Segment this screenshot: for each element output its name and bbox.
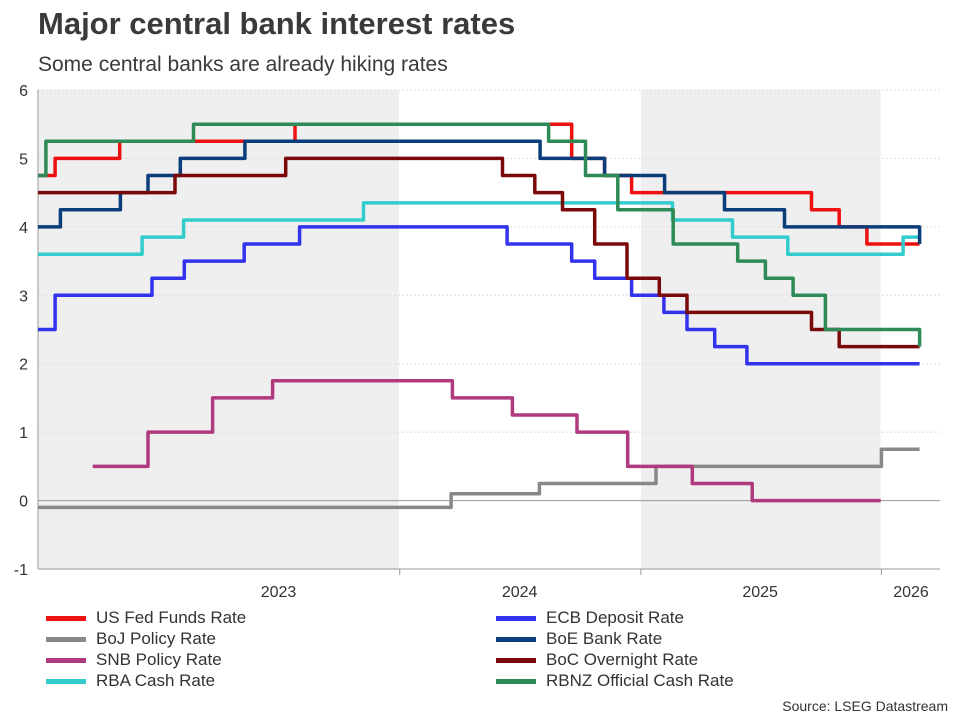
series-line-boj-policy-rate [38, 447, 920, 510]
year-band-0 [38, 90, 400, 569]
legend-label: US Fed Funds Rate [96, 608, 247, 627]
legend-swatch [46, 636, 86, 642]
series-line-rbnz-official-cash-rate [38, 122, 922, 347]
y-tick-label: 3 [19, 288, 28, 305]
legend-swatch [496, 678, 536, 684]
series-line-boc-overnight-rate [38, 156, 920, 349]
legend-swatch [496, 636, 536, 642]
x-tick-label: 2023 [261, 584, 297, 601]
legend-label: ECB Deposit Rate [546, 608, 684, 627]
y-tick-label: 5 [19, 151, 28, 168]
x-tick-label: 2025 [742, 584, 778, 601]
y-tick-label: 0 [19, 494, 28, 511]
series-line-rba-cash-rate [38, 201, 920, 256]
chart-title: Major central bank interest rates [38, 6, 516, 41]
y-tick-label: 6 [19, 83, 28, 100]
legend-swatch [46, 678, 86, 684]
legend-label: SNB Policy Rate [96, 650, 222, 669]
series-line-snb-policy-rate [92, 379, 881, 503]
y-tick-label: 1 [19, 425, 28, 442]
legend-item: US Fed Funds Rate [46, 608, 246, 628]
legend-item: BoC Overnight Rate [496, 650, 698, 670]
legend-swatch [46, 657, 86, 663]
legend-item: ECB Deposit Rate [496, 608, 684, 628]
legend-item: BoE Bank Rate [496, 629, 662, 649]
legend-item: RBNZ Official Cash Rate [496, 671, 734, 691]
y-tick-label: 2 [19, 357, 28, 374]
x-tick-label: 2026 [893, 584, 929, 601]
chart-subtitle: Some central banks are already hiking ra… [38, 53, 448, 76]
legend-swatch [496, 615, 536, 621]
y-tick-label: -1 [14, 562, 28, 579]
legend-item: BoJ Policy Rate [46, 629, 216, 649]
legend-swatch [496, 657, 536, 663]
legend-item: SNB Policy Rate [46, 650, 222, 670]
legend-swatch [46, 615, 86, 621]
legend-label: RBA Cash Rate [96, 671, 216, 690]
legend-label: BoE Bank Rate [546, 629, 663, 648]
series-line-us-fed-funds-rate [38, 122, 920, 246]
legend-label: BoC Overnight Rate [546, 650, 699, 669]
source-note: Source: LSEG Datastream [782, 698, 948, 714]
y-tick-label: 4 [19, 220, 28, 237]
series-line-ecb-deposit-rate [38, 225, 920, 366]
legend-item: RBA Cash Rate [46, 671, 215, 691]
legend-label: RBNZ Official Cash Rate [546, 671, 734, 690]
legend-label: BoJ Policy Rate [96, 629, 216, 648]
x-tick-label: 2024 [502, 584, 538, 601]
